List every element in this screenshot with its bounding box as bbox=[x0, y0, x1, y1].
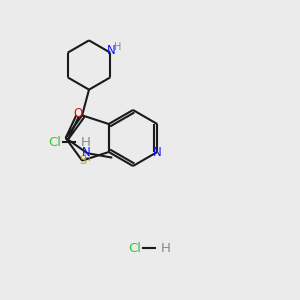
Text: H: H bbox=[161, 242, 171, 254]
Text: H: H bbox=[81, 136, 91, 148]
Text: Cl: Cl bbox=[128, 242, 141, 254]
Text: N: N bbox=[82, 146, 91, 159]
Text: S: S bbox=[80, 154, 87, 167]
Text: H: H bbox=[83, 154, 90, 163]
Text: N: N bbox=[107, 44, 116, 57]
Text: H: H bbox=[114, 42, 121, 52]
Text: Cl: Cl bbox=[48, 136, 61, 148]
Text: N: N bbox=[153, 146, 162, 158]
Text: O: O bbox=[74, 107, 83, 120]
